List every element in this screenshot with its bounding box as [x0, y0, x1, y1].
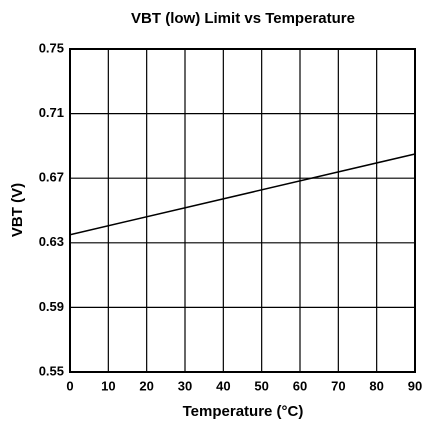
- plot-border: [69, 48, 416, 373]
- x-tick-label: 90: [408, 378, 422, 393]
- y-tick-label: 0.71: [39, 105, 64, 120]
- y-tick-label: 0.59: [39, 299, 64, 314]
- x-tick-label: 50: [254, 378, 268, 393]
- y-tick-label: 0.55: [39, 363, 64, 378]
- x-tick-label: 10: [101, 378, 115, 393]
- y-axis-label: VBT (V): [9, 183, 26, 237]
- x-tick-label: 60: [293, 378, 307, 393]
- x-tick-label: 70: [331, 378, 345, 393]
- y-tick-label: 0.63: [39, 234, 64, 249]
- x-tick-label: 20: [139, 378, 153, 393]
- x-tick-label: 40: [216, 378, 230, 393]
- x-tick-label: 80: [369, 378, 383, 393]
- data-line: [69, 153, 416, 236]
- y-tick-label: 0.67: [39, 170, 64, 185]
- x-tick-label: 30: [178, 378, 192, 393]
- x-axis-label: Temperature (°C): [183, 403, 304, 420]
- x-tick-label: 0: [66, 378, 73, 393]
- y-tick-label: 0.75: [39, 40, 64, 55]
- chart-title: VBT (low) Limit vs Temperature: [131, 10, 355, 27]
